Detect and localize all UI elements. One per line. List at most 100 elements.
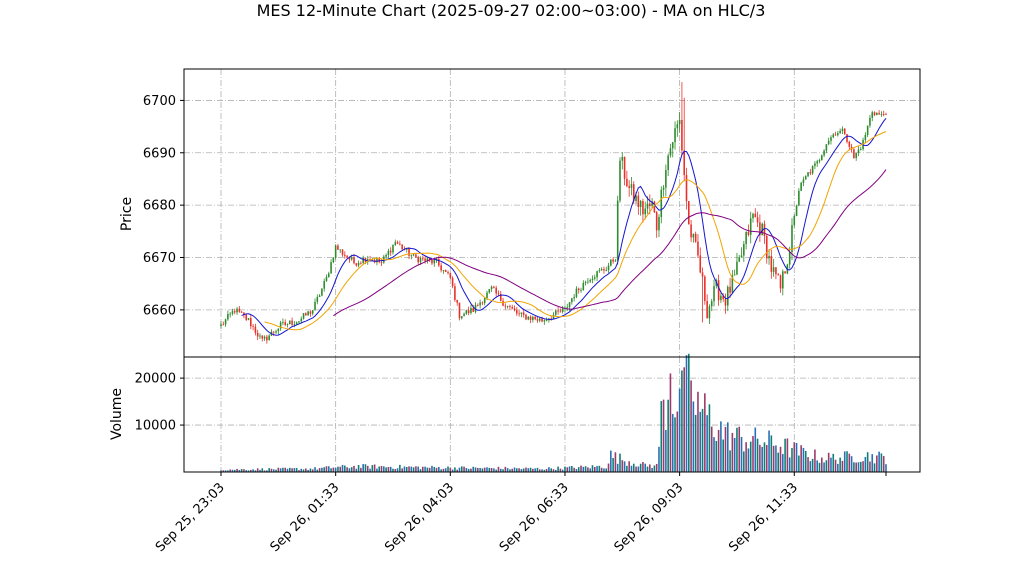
candle-body — [421, 258, 424, 259]
volume-bar — [823, 462, 825, 472]
candle-body — [396, 242, 399, 244]
volume-bar — [853, 462, 855, 472]
candle-body — [433, 260, 436, 264]
volume-bar — [871, 454, 874, 472]
candle-body — [259, 335, 261, 337]
candle-body — [837, 133, 839, 136]
candle-body — [683, 150, 686, 175]
volume-frame — [183, 356, 921, 473]
volume-bar — [726, 422, 729, 472]
candle-body — [504, 305, 507, 307]
candle-body — [286, 324, 289, 325]
volume-bar — [302, 469, 305, 472]
volume-bar — [846, 451, 848, 472]
volume-bar — [704, 393, 706, 472]
candle-body — [222, 324, 225, 326]
volume-bar — [385, 467, 387, 472]
candle-body — [417, 257, 420, 263]
candle-body — [355, 263, 358, 266]
volume-bar — [323, 467, 325, 472]
volume-bar — [632, 463, 635, 472]
candle-body — [804, 176, 807, 180]
volume-bar — [513, 467, 516, 472]
volume-bar — [316, 469, 319, 472]
volume-bar — [250, 469, 252, 472]
candle-body — [809, 172, 812, 174]
candle-body — [580, 290, 582, 291]
volume-bar — [649, 464, 651, 472]
volume-bar — [880, 453, 883, 472]
candle-body — [282, 322, 284, 323]
candle-body — [610, 259, 612, 266]
volume-bar — [745, 442, 747, 472]
volume-bar — [662, 399, 665, 472]
volume-bar — [291, 468, 293, 472]
volume-bar — [607, 463, 610, 472]
candle-body — [584, 281, 587, 283]
candle-body — [676, 124, 679, 129]
candle-body — [431, 259, 433, 264]
candle-body — [529, 316, 532, 320]
volume-bar — [598, 465, 601, 472]
volume-bar — [770, 435, 773, 472]
volume-bar — [814, 449, 816, 472]
price-ytick-label: 6670 — [143, 251, 176, 266]
candle-body — [878, 112, 880, 115]
candle-body — [587, 281, 589, 283]
candle-body — [525, 314, 527, 320]
candle-body — [408, 248, 410, 256]
candle-body — [449, 273, 452, 278]
volume-bar — [697, 391, 699, 472]
volume-bar — [788, 457, 791, 472]
candle-body — [348, 257, 351, 260]
volume-bar — [722, 439, 724, 472]
volume-bar — [405, 466, 408, 472]
candle-body — [442, 270, 445, 271]
volume-bar — [472, 466, 475, 472]
candle-body — [243, 312, 245, 316]
candle-body — [460, 316, 463, 319]
candle-body — [619, 160, 621, 201]
candle-body — [229, 313, 231, 315]
volume-bar — [610, 450, 612, 472]
candle-body — [873, 112, 876, 116]
candle-body — [516, 310, 518, 314]
candle-body — [747, 231, 750, 235]
candle-body — [451, 277, 454, 287]
candle-body — [779, 275, 782, 289]
candle-body — [859, 149, 862, 150]
candle-body — [621, 156, 624, 161]
candle-body — [552, 314, 555, 320]
volume-bar — [715, 441, 718, 472]
volume-bar — [426, 467, 429, 472]
candle-body — [334, 245, 337, 258]
volume-bar — [729, 450, 731, 472]
volume-bar — [600, 467, 603, 472]
candle-body — [522, 312, 525, 315]
volume-bar — [504, 466, 507, 472]
volume-bar — [571, 465, 573, 472]
candle-body — [426, 258, 429, 261]
candle-body — [353, 257, 355, 264]
candle-body — [825, 144, 828, 151]
candle-body — [454, 286, 456, 300]
volume-bar — [660, 401, 663, 472]
volume-bar — [410, 466, 413, 472]
volume-bar — [635, 466, 637, 472]
candle-body — [658, 217, 660, 231]
volume-bar — [584, 466, 587, 472]
candle-body — [506, 306, 509, 307]
volume-bar — [655, 463, 658, 472]
volume-bar — [859, 461, 862, 472]
volume-bar — [497, 466, 500, 472]
candle-body — [575, 288, 578, 297]
volume-bar — [644, 463, 647, 472]
volume-bar — [451, 469, 454, 472]
volume-bar — [749, 441, 752, 472]
candle-body — [314, 301, 316, 311]
candle-body — [339, 249, 342, 251]
candle-body — [834, 134, 837, 136]
candle-body — [511, 307, 514, 309]
volume-bar — [415, 466, 417, 472]
